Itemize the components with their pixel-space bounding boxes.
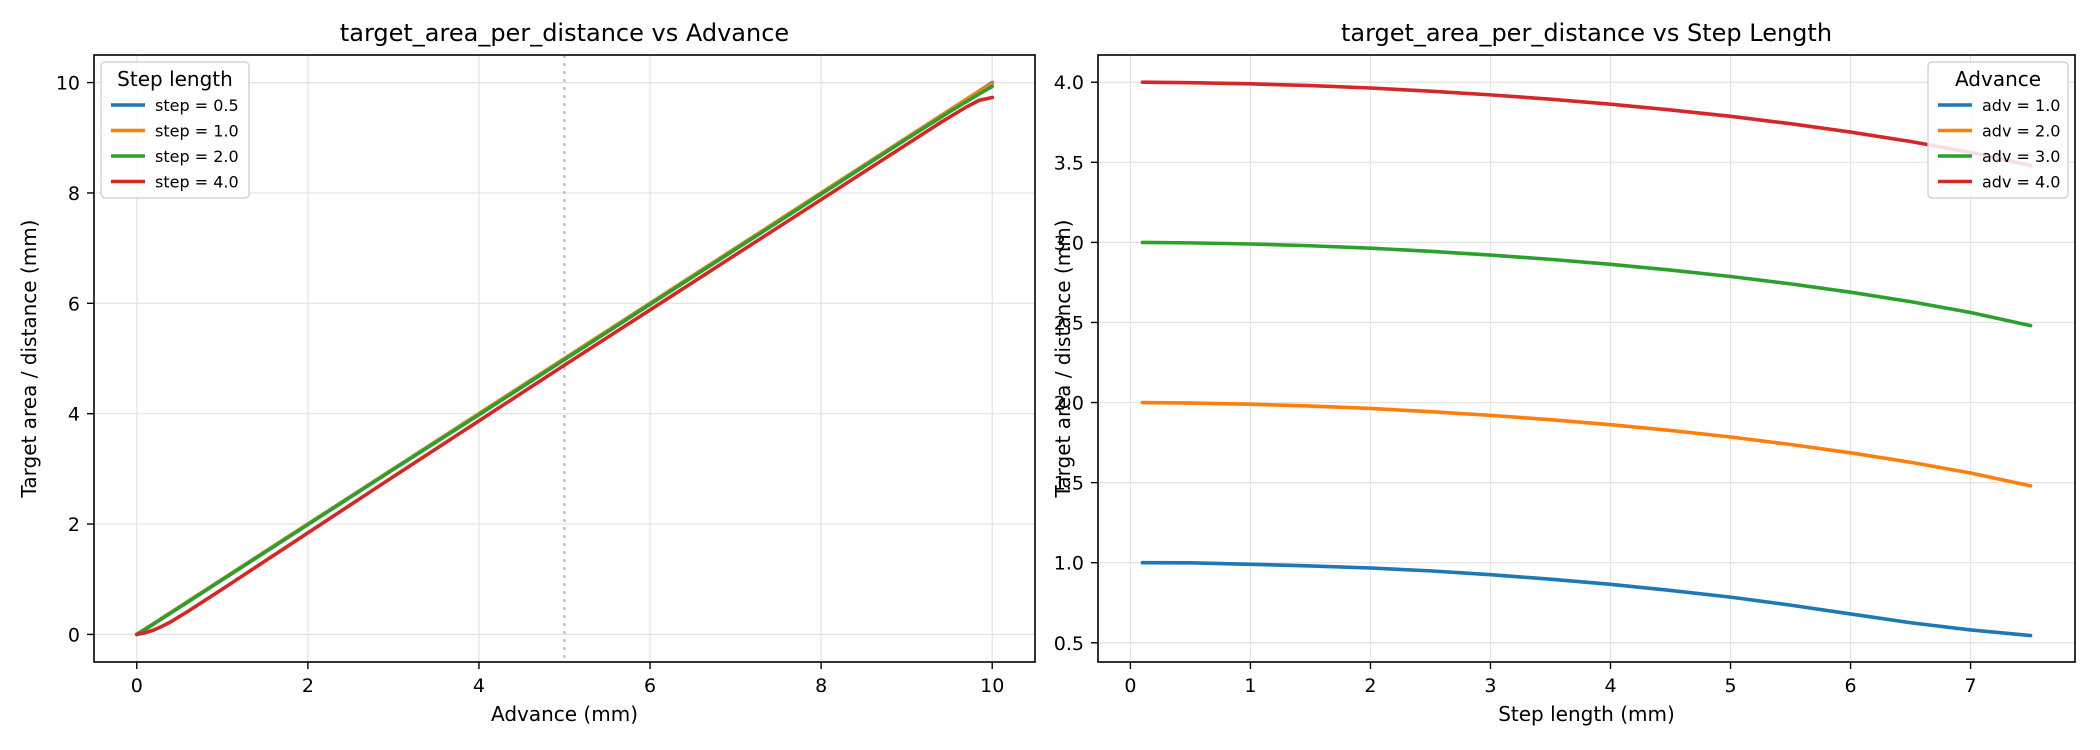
x-tick-label: 4	[473, 675, 485, 697]
x-tick-label: 6	[1845, 675, 1857, 697]
legend: Advance adv = 1.0 adv = 2.0 adv = 3.0 adv = …	[1927, 61, 2069, 199]
y-tick-label: 3.0	[1054, 232, 1084, 254]
x-tick-label: 7	[1965, 675, 1977, 697]
plot-frame	[1097, 54, 2076, 663]
x-tick-label: 10	[980, 675, 1004, 697]
y-tick-label: 2.5	[1054, 312, 1084, 334]
series-line-3	[1140, 240, 2033, 328]
y-tick-label: 1.0	[1054, 553, 1084, 575]
legend-entry: step = 1.0	[155, 122, 239, 141]
chart-title: target_area_per_distance vs Advance	[340, 19, 789, 47]
x-tick-label: 3	[1484, 675, 1496, 697]
series-line-3	[134, 84, 995, 637]
legend-entry: step = 4.0	[155, 173, 239, 192]
y-axis-label: Target area / distance (mm)	[17, 220, 41, 499]
x-tick-label: 6	[644, 675, 656, 697]
y-tick-label: 2.0	[1054, 393, 1084, 415]
y-tick-label: 8	[68, 183, 80, 205]
series-line-4	[1140, 80, 2033, 168]
legend-entry: adv = 2.0	[1982, 122, 2060, 141]
legend: Step length step = 0.5 step = 1.0 step = 2.…	[100, 61, 250, 199]
x-tick-label: 1	[1244, 675, 1256, 697]
series-line-4	[134, 95, 995, 637]
legend-entry: adv = 3.0	[1982, 147, 2060, 166]
y-tick-label: 3.5	[1054, 152, 1084, 174]
y-tick-label: 6	[68, 293, 80, 315]
x-tick-label: 2	[1364, 675, 1376, 697]
x-axis-label: Step length (mm)	[1498, 702, 1675, 726]
legend-title: Step length	[117, 67, 233, 91]
legend-entry: adv = 4.0	[1982, 173, 2060, 192]
y-tick-label: 10	[56, 73, 80, 95]
y-axis-label: Target area / distance (mm)	[1051, 220, 1075, 499]
y-tick-label: 2	[68, 514, 80, 536]
legend-entry: adv = 1.0	[1982, 96, 2060, 115]
x-tick-label: 0	[131, 675, 143, 697]
legend-box	[1927, 61, 2069, 199]
x-tick-label: 8	[815, 675, 827, 697]
legend-box	[100, 61, 250, 199]
plot-frame	[93, 54, 1036, 663]
x-tick-label: 2	[302, 675, 314, 697]
x-tick-label: 4	[1604, 675, 1616, 697]
chart-title: target_area_per_distance vs Step Length	[1341, 19, 1832, 47]
x-tick-label: 5	[1724, 675, 1736, 697]
y-tick-label: 4.0	[1054, 72, 1084, 94]
chart-panel-2: 0 1 2 3 4 5 6 7 0.5 1.0 1.5 2.0 2.5 3.0 3.5 4.0 target_a…	[1051, 19, 2076, 726]
y-tick-label: 4	[68, 404, 80, 426]
y-tick-label: 1.5	[1054, 473, 1084, 495]
legend-entry: step = 2.0	[155, 147, 239, 166]
legend-entry: step = 0.5	[155, 96, 239, 115]
x-tick-label: 0	[1124, 675, 1136, 697]
series-line-2	[1140, 400, 2033, 488]
legend-title: Advance	[1955, 67, 2041, 91]
y-tick-label: 0	[68, 624, 80, 646]
series-line-1	[1140, 560, 2033, 638]
x-axis-label: Advance (mm)	[491, 702, 638, 726]
chart-panel-1: 0 2 4 6 8 10 0 2 4 6 8 10 target_area_per_distance v…	[17, 19, 1036, 726]
y-tick-label: 0.5	[1054, 633, 1084, 655]
